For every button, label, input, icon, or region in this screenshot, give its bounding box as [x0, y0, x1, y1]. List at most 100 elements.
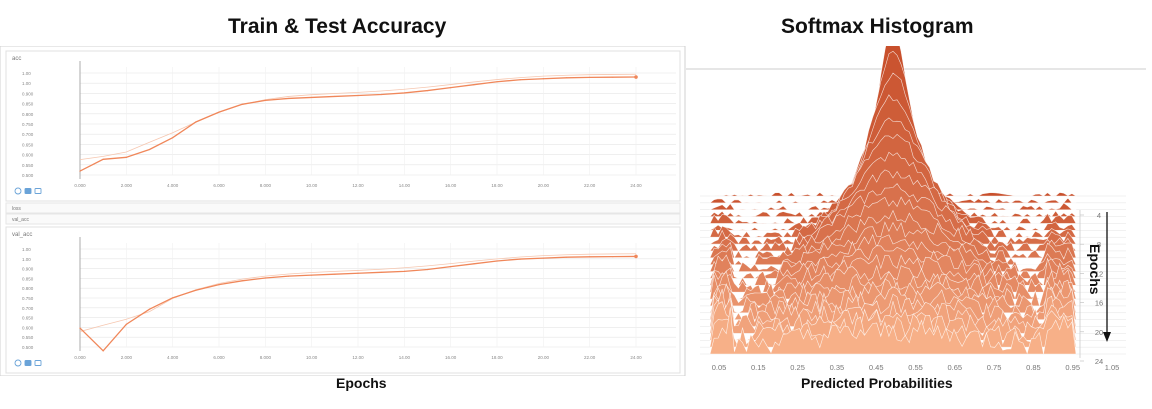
ridge-row — [709, 254, 1077, 294]
x-tick-label: 22.00 — [584, 183, 596, 188]
y-tick-label: 0.700 — [22, 132, 34, 137]
data-point — [218, 111, 220, 113]
data-point — [542, 257, 544, 259]
y-tick-label: 0.650 — [22, 316, 34, 321]
x-tick-label: 10.00 — [306, 355, 318, 360]
panel-border — [5, 50, 681, 202]
x-tick-label: 10.00 — [306, 183, 318, 188]
y-tick-label: 0.700 — [22, 306, 34, 311]
x-tick-label: 4.000 — [167, 183, 179, 188]
x-tick-label: 0.15 — [751, 363, 766, 372]
panel-title: val_acc — [12, 232, 32, 238]
data-point — [589, 256, 591, 258]
data-point — [218, 284, 220, 286]
epoch-arrow-head — [1103, 332, 1111, 342]
x-tick-label: 0.95 — [1065, 363, 1080, 372]
x-tick-label: 22.00 — [584, 355, 596, 360]
x-tick-label: 20.00 — [538, 183, 550, 188]
data-point — [102, 350, 104, 352]
y-tick-label: 0.800 — [22, 286, 34, 291]
x-tick-label: 14.00 — [399, 355, 411, 360]
x-tick-label: 2.000 — [121, 183, 133, 188]
data-point — [148, 148, 151, 151]
epoch-tick-label: 24 — [1095, 357, 1103, 366]
epoch-tick-label: 20 — [1095, 328, 1103, 337]
x-tick-label: 0.35 — [830, 363, 845, 372]
panel-val_acc: val_acc 1.00 1.00 0.900 0.850 0.800 0.750 0.700… — [5, 226, 681, 374]
y-tick-label: 0.650 — [22, 142, 34, 147]
data-point — [496, 81, 498, 83]
zoom-icon — [14, 187, 22, 195]
fit-icon — [24, 360, 32, 366]
y-tick-label: 0.500 — [22, 173, 34, 178]
x-tick-label: 1.05 — [1105, 363, 1120, 372]
x-tick-label: 8.000 — [260, 355, 272, 360]
x-tick-label: 0.000 — [74, 355, 86, 360]
y-tick-label: 0.850 — [22, 276, 34, 281]
right-x-axis-label: Predicted Probabilities — [801, 375, 953, 391]
collapsed-panel — [5, 213, 681, 225]
data-point — [79, 327, 81, 329]
data-point — [612, 76, 614, 78]
y-tick-label: 1.00 — [22, 257, 31, 262]
data-point — [450, 87, 452, 89]
data-point — [565, 77, 568, 79]
ridge-row — [709, 307, 1077, 355]
data-point — [380, 271, 382, 273]
data-point — [380, 93, 382, 96]
x-tick-label: 18.00 — [491, 183, 503, 188]
x-tick-label: 16.00 — [445, 183, 457, 188]
x-tick-label: 0.85 — [1026, 363, 1041, 372]
y-tick-label: 1.00 — [22, 247, 31, 252]
left-x-axis-label: Epochs — [336, 375, 387, 391]
y-tick-label: 0.500 — [22, 345, 34, 350]
y-tick-label: 0.550 — [22, 163, 34, 168]
data-point — [634, 75, 638, 79]
download-icon — [34, 360, 42, 366]
softmax-histogram: 0.05 0.15 0.25 0.35 0.45 0.55 0.65 0.75 0.85 0.95… — [686, 46, 1146, 372]
data-point — [195, 289, 197, 291]
data-point — [102, 158, 104, 160]
panel-border — [5, 226, 681, 374]
data-point — [311, 96, 313, 99]
epoch-tick-label: 16 — [1095, 299, 1103, 308]
data-point — [357, 272, 359, 274]
x-tick-label: 0.75 — [987, 363, 1002, 372]
x-tick-label: 24.00 — [630, 355, 642, 360]
x-tick-label: 6.000 — [213, 355, 225, 360]
x-tick-label: 4.000 — [167, 355, 179, 360]
x-tick-label: 2.000 — [121, 355, 133, 360]
data-point — [172, 137, 174, 139]
epoch-tick-label: 4 — [1097, 211, 1101, 220]
x-tick-label: 20.00 — [538, 355, 550, 360]
data-point — [565, 256, 568, 258]
data-point — [450, 266, 452, 268]
collapsed-panel-label: val_acc — [12, 217, 29, 223]
data-point — [125, 323, 127, 325]
zoom-icon — [14, 359, 22, 367]
y-tick-label: 0.550 — [22, 335, 34, 340]
data-point — [612, 256, 614, 258]
panel-acc: acc 1.00 1.00 0.900 0.850 0.800 0.750 0.700 0.65… — [5, 50, 681, 202]
fit-icon — [24, 188, 32, 194]
data-point — [426, 89, 429, 92]
data-point — [589, 76, 591, 79]
data-point — [241, 280, 243, 282]
x-tick-label: 0.000 — [74, 183, 86, 188]
epoch-tick-label: 12 — [1095, 269, 1103, 278]
data-point — [334, 95, 336, 98]
data-point — [519, 258, 521, 260]
data-point — [264, 277, 266, 279]
data-point — [519, 79, 521, 81]
y-tick-label: 0.750 — [22, 296, 34, 301]
right-chart-title: Softmax Histogram — [781, 15, 974, 38]
data-point — [79, 170, 81, 172]
collapsed-panel — [5, 202, 681, 214]
x-tick-label: 6.000 — [213, 183, 225, 188]
x-tick-label: 0.25 — [790, 363, 805, 372]
x-tick-label: 18.00 — [491, 355, 503, 360]
data-point — [195, 121, 197, 123]
epoch-tick-label: 8 — [1097, 240, 1101, 249]
x-tick-label: 0.45 — [869, 363, 884, 372]
x-tick-label: 12.00 — [352, 183, 364, 188]
